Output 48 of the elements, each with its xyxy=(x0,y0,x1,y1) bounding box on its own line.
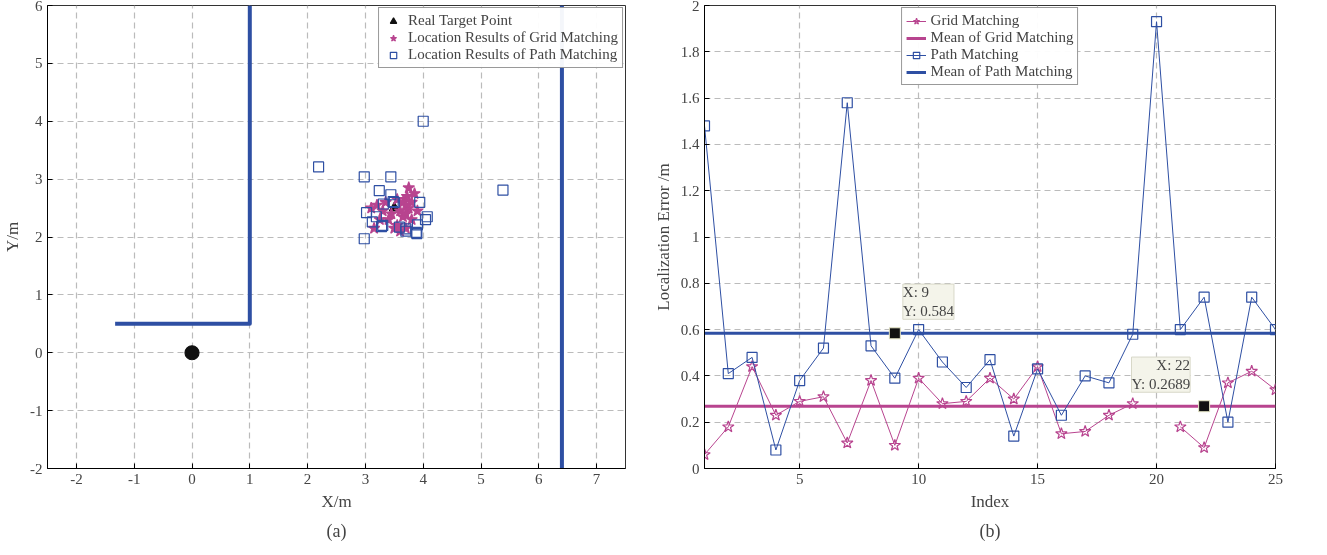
y-tick-label: 5 xyxy=(35,55,43,72)
x-tick-label: 20 xyxy=(1149,470,1165,487)
legend-label: Path Matching xyxy=(930,46,1019,63)
x-tick-label: 5 xyxy=(795,470,804,487)
y-tick-label: 2 xyxy=(35,229,43,245)
y-tick-label: 0.6 xyxy=(680,321,700,338)
y-tick-label: 1 xyxy=(35,286,43,303)
x-tick-label: 5 xyxy=(477,470,485,487)
y-tick-label: 1.2 xyxy=(680,182,700,199)
y-tick-label: 0.4 xyxy=(680,367,700,384)
x-tick-label: 4 xyxy=(419,470,428,487)
y-tick-label: 1.4 xyxy=(680,136,700,153)
x-tick-label: 25 xyxy=(1268,470,1283,487)
y-tick-label: 6 xyxy=(35,0,43,14)
x-tick-label: 10 xyxy=(911,470,927,487)
y-tick-label: 0.2 xyxy=(680,414,700,431)
y-tick-label: 3 xyxy=(35,171,43,188)
x-tick-label: -2 xyxy=(70,470,83,487)
x-axis-title: Index xyxy=(970,491,1010,511)
y-axis-title: Y/m xyxy=(3,221,22,253)
legend-label: Location Results of Path Matching xyxy=(408,46,618,63)
y-tick-label: 1 xyxy=(692,229,700,245)
annotation: X: 22 Y: 0.2689 xyxy=(1131,357,1191,393)
x-tick-label: 1 xyxy=(246,470,254,487)
y-tick-label: 0 xyxy=(35,344,43,361)
x-tick-label: 2 xyxy=(303,470,312,487)
y-tick-label: 1.8 xyxy=(680,43,700,60)
x-tick-label: 0 xyxy=(188,470,196,487)
legend-label: Mean of Path Matching xyxy=(930,63,1073,80)
text: (b) xyxy=(979,520,1001,542)
x-tick-label: 3 xyxy=(361,470,370,487)
y-axis-title: Localization Error /m xyxy=(653,163,673,311)
x-axis-title: X/m xyxy=(321,491,352,511)
x-tick-label: 6 xyxy=(535,470,544,487)
y-tick-label: 0.8 xyxy=(680,275,700,292)
y-tick-label: 2 xyxy=(692,0,700,14)
legend-label: Location Results of Grid Matching xyxy=(408,29,618,46)
y-tick-label: 4 xyxy=(35,113,43,130)
y-tick-label: 1.6 xyxy=(680,90,700,107)
y-tick-label: -1 xyxy=(30,402,43,419)
x-tick-label: 7 xyxy=(592,470,601,487)
annotation: X: 9 Y: 0.584 xyxy=(902,284,955,320)
text: (a) xyxy=(326,520,347,542)
x-tick-label: -1 xyxy=(127,470,141,487)
legend-label: Mean of Grid Matching xyxy=(930,29,1074,46)
legend-label: Grid Matching xyxy=(930,12,1020,29)
x-tick-label: 15 xyxy=(1030,470,1046,487)
legend-label: Real Target Point xyxy=(408,12,513,29)
